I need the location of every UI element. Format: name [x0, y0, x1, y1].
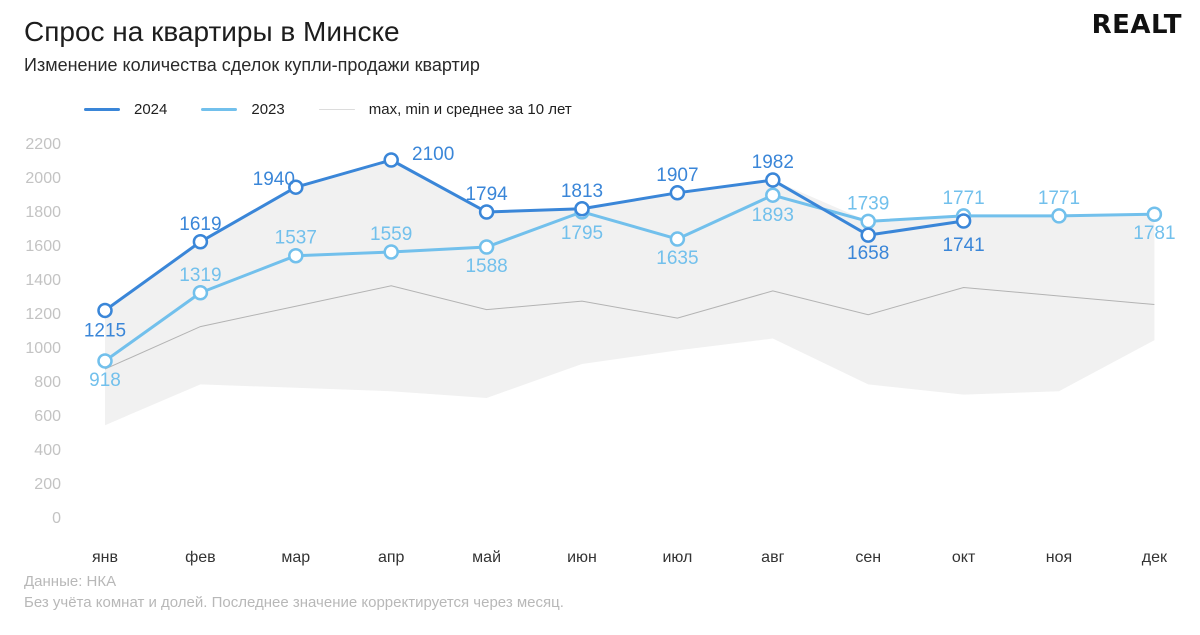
legend-item-2024: 2024 [84, 101, 167, 118]
data-label-2023: 1771 [942, 188, 984, 209]
data-point-2024 [383, 152, 399, 168]
data-label-2023: 1319 [179, 265, 221, 286]
y-tick-label: 1000 [25, 340, 61, 357]
data-point-2024 [860, 227, 876, 243]
data-point-2023 [765, 187, 781, 203]
y-tick-label: 2200 [25, 136, 61, 153]
series-line-2023 [104, 193, 1155, 363]
data-label-2023: 1635 [656, 248, 698, 269]
x-tick-label: мар [281, 549, 310, 566]
data-label-2023: 1537 [275, 228, 317, 249]
data-label-2023: 1588 [465, 256, 507, 277]
legend: 2024 2023 max, min и среднее за 10 лет [84, 97, 606, 121]
data-label-2023: 1559 [370, 224, 412, 245]
data-point-2023 [97, 353, 113, 369]
legend-swatch-2023 [201, 107, 238, 111]
y-tick-label: 600 [34, 408, 61, 425]
data-label-2023: 1771 [1038, 188, 1080, 209]
y-tick-label: 800 [34, 374, 61, 391]
data-point-2023 [1146, 206, 1163, 222]
data-point-2023 [669, 231, 686, 247]
y-tick-label: 0 [52, 510, 61, 527]
data-label-2023: 1781 [1133, 223, 1175, 244]
chart-title: Спрос на квартиры в Минске [24, 16, 400, 47]
x-tick-label: июл [662, 549, 692, 566]
data-point-2024 [574, 201, 590, 217]
data-label-2024: 1741 [942, 235, 984, 256]
footnote: Без учёта комнат и долей. Последнее знач… [24, 594, 564, 611]
x-tick-label: окт [952, 549, 976, 566]
legend-item-2023: 2023 [201, 100, 285, 118]
data-point-2023 [383, 244, 399, 260]
y-tick-label: 400 [34, 442, 61, 459]
data-point-2024 [669, 185, 686, 201]
data-label-2023: 1893 [752, 205, 794, 226]
data-label-2023: 1739 [847, 193, 889, 214]
data-point-2024 [192, 234, 209, 250]
legend-label-2023: 2023 [251, 100, 285, 118]
x-tick-label: май [472, 549, 501, 566]
source-note: Данные: НКА [24, 573, 117, 590]
data-point-2023 [1051, 208, 1067, 224]
y-tick-label: 200 [34, 476, 61, 493]
data-point-2024 [288, 179, 304, 195]
legend-swatch-band [318, 108, 355, 110]
x-tick-label: апр [378, 549, 405, 566]
data-point-2023 [288, 247, 304, 264]
series-line-2024 [104, 158, 964, 312]
x-tick-label: ноя [1046, 549, 1072, 566]
x-tick-label: фев [185, 549, 216, 566]
y-tick-label: 2000 [25, 170, 61, 187]
data-point-2023 [860, 213, 876, 230]
data-label-2024: 1940 [253, 169, 295, 190]
data-point-2023 [478, 239, 495, 255]
data-point-2023 [192, 285, 209, 301]
legend-item-band: max, min и среднее за 10 лет [318, 100, 572, 118]
realt-logo: REALT [1091, 10, 1182, 40]
data-label-2023: 918 [89, 370, 121, 391]
data-label-2024: 2100 [412, 144, 454, 165]
x-tick-label: дек [1142, 549, 1168, 566]
y-tick-label: 1200 [25, 306, 61, 323]
x-tick-label: сен [855, 549, 881, 566]
y-tick-label: 1400 [25, 272, 61, 289]
band-10y-area [105, 160, 1155, 426]
data-label-2024: 1215 [84, 320, 126, 341]
data-point-2024 [97, 302, 113, 319]
legend-label-2024: 2024 [134, 100, 168, 118]
data-label-2024: 1658 [847, 243, 889, 264]
data-label-2024: 1813 [561, 181, 603, 202]
data-label-2024: 1794 [465, 184, 508, 205]
x-tick-label: июн [567, 549, 597, 566]
data-point-2024 [765, 172, 781, 188]
y-tick-label: 1800 [25, 204, 61, 221]
data-label-2024: 1907 [656, 165, 698, 186]
data-point-2024 [478, 204, 495, 220]
x-tick-label: янв [92, 549, 118, 566]
chart-subtitle: Изменение количества сделок купли-продаж… [24, 55, 480, 75]
y-tick-label: 1600 [25, 238, 61, 255]
data-label-2024: 1619 [179, 214, 221, 235]
data-label-2024: 1982 [752, 152, 794, 173]
data-point-2024 [955, 213, 972, 229]
data-label-2023: 1795 [561, 223, 603, 244]
band-10y-mean-line [104, 285, 1155, 370]
x-tick-label: авг [761, 549, 784, 566]
legend-swatch-2024 [84, 107, 120, 111]
legend-label-band: max, min и среднее за 10 лет [368, 100, 572, 118]
